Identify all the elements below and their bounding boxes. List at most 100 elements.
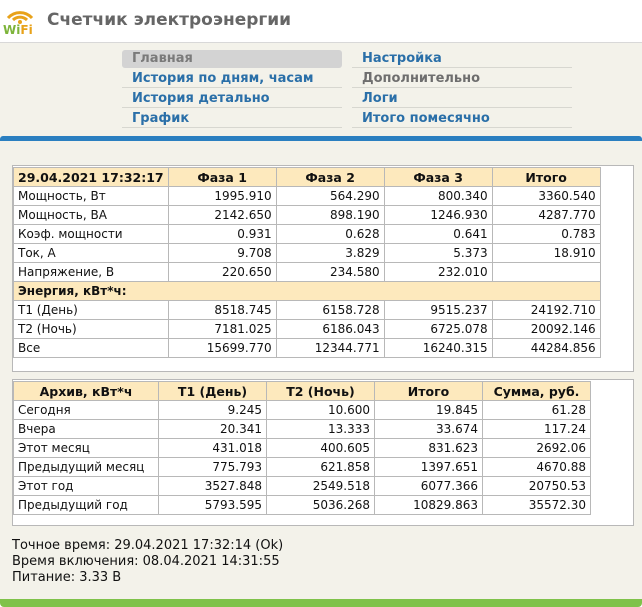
row-label: Этот месяц (13, 438, 159, 458)
nav-item-home[interactable]: Главная (122, 50, 342, 68)
nav-item-monthly-total[interactable]: Итого помесячно (352, 110, 572, 128)
table-row: Мощность, ВА 2142.650 898.190 1246.930 4… (13, 205, 601, 225)
cell-value: 6186.043 (275, 319, 385, 339)
table-row: Этот год 3527.848 2549.518 6077.366 2075… (13, 476, 591, 496)
svg-text:WiFi: WiFi (3, 23, 33, 36)
nav-right-column: Настройка Дополнительно Логи Итого помес… (352, 50, 572, 130)
cell-value: 898.190 (275, 205, 385, 225)
cell-value: 24192.710 (491, 300, 601, 320)
nav-item-history-detailed[interactable]: История детально (122, 90, 342, 108)
table-row: Коэф. мощности 0.931 0.628 0.641 0.783 (13, 224, 601, 244)
row-label: Т2 (Ночь) (13, 319, 169, 339)
cell-value: 6077.366 (374, 476, 483, 496)
cell-value: 564.290 (275, 186, 385, 206)
cell-value: 1995.910 (167, 186, 277, 206)
row-label: Мощность, ВА (13, 205, 169, 225)
cell-value: 800.340 (383, 186, 493, 206)
cell-value: 18.910 (491, 243, 601, 263)
cell-value (491, 262, 601, 282)
cell-value: 5793.595 (158, 495, 267, 515)
table-row: Сегодня 9.245 10.600 19.845 61.28 (13, 400, 591, 420)
archive-total-header: Итого (374, 381, 483, 401)
cell-value: 16240.315 (383, 338, 493, 358)
cell-value: 4670.88 (482, 457, 591, 477)
cell-value: 9.708 (167, 243, 277, 263)
cell-value: 5036.268 (266, 495, 375, 515)
cell-value: 5.373 (383, 243, 493, 263)
nav-item-logs[interactable]: Логи (352, 90, 572, 108)
wifi-logo-icon: WiFi (3, 11, 34, 36)
cell-value: 35572.30 (482, 495, 591, 515)
green-footer-bar (0, 599, 642, 607)
cell-value: 0.931 (167, 224, 277, 244)
row-label: Сегодня (13, 400, 159, 420)
table-row: Напряжение, В 220.650 234.580 232.010 (13, 262, 601, 282)
cell-value: 117.24 (482, 419, 591, 439)
cell-value: 220.650 (167, 262, 277, 282)
cell-value: 19.845 (374, 400, 483, 420)
cell-value: 10.600 (266, 400, 375, 420)
supply-voltage: Питание: 3.33 В (12, 570, 122, 585)
row-label: Предыдущий месяц (13, 457, 159, 477)
row-label: Мощность, Вт (13, 186, 169, 206)
cell-value: 2549.518 (266, 476, 375, 496)
phase2-header: Фаза 2 (275, 167, 385, 187)
phase1-header: Фаза 1 (167, 167, 277, 187)
t2-header: Т2 (Ночь) (266, 381, 375, 401)
row-label: Предыдущий год (13, 495, 159, 515)
phases-header-row: 29.04.2021 17:32:17 Фаза 1 Фаза 2 Фаза 3… (13, 167, 601, 187)
phases-table: 29.04.2021 17:32:17 Фаза 1 Фаза 2 Фаза 3… (13, 167, 601, 358)
archive-header: Архив, кВт*ч (13, 381, 159, 401)
row-label: Все (13, 338, 169, 358)
cell-value: 2692.06 (482, 438, 591, 458)
cell-value: 3527.848 (158, 476, 267, 496)
table-row: Вчера 20.341 13.333 33.674 117.24 (13, 419, 591, 439)
cell-value: 4287.770 (491, 205, 601, 225)
nav-item-graph[interactable]: График (122, 110, 342, 128)
cell-value: 431.018 (158, 438, 267, 458)
nav-panel: Главная История по дням, часам История д… (0, 42, 642, 137)
table-row: Мощность, Вт 1995.910 564.290 800.340 33… (13, 186, 601, 206)
table-row: Предыдущий месяц 775.793 621.858 1397.65… (13, 457, 591, 477)
row-label: Этот год (13, 476, 159, 496)
row-label: Т1 (День) (13, 300, 169, 320)
cell-value: 12344.771 (275, 338, 385, 358)
cell-value: 44284.856 (491, 338, 601, 358)
archive-header-row: Архив, кВт*ч Т1 (День) Т2 (Ночь) Итого С… (13, 381, 591, 401)
archive-table: Архив, кВт*ч Т1 (День) Т2 (Ночь) Итого С… (13, 381, 591, 515)
status-info: Точное время: 29.04.2021 17:32:14 (Ok) В… (12, 538, 283, 586)
cell-value: 9.245 (158, 400, 267, 420)
energy-section-title: Энергия, кВт*ч: (13, 281, 601, 301)
table-row: Предыдущий год 5793.595 5036.268 10829.8… (13, 495, 591, 515)
power-on-time: Время включения: 08.04.2021 14:31:55 (12, 554, 280, 569)
cell-value: 234.580 (275, 262, 385, 282)
t1-header: Т1 (День) (158, 381, 267, 401)
cell-value: 3360.540 (491, 186, 601, 206)
cell-value: 10829.863 (374, 495, 483, 515)
nav-left-column: Главная История по дням, часам История д… (122, 50, 342, 130)
cell-value: 6725.078 (383, 319, 493, 339)
cell-value: 2142.650 (167, 205, 277, 225)
cell-value: 33.674 (374, 419, 483, 439)
table-row: Ток, А 9.708 3.829 5.373 18.910 (13, 243, 601, 263)
table-row: Этот месяц 431.018 400.605 831.623 2692.… (13, 438, 591, 458)
nav-item-history-days-hours[interactable]: История по дням, часам (122, 70, 342, 88)
nav-item-additional[interactable]: Дополнительно (352, 70, 572, 88)
cell-value: 20.341 (158, 419, 267, 439)
total-header: Итого (491, 167, 601, 187)
cell-value: 0.628 (275, 224, 385, 244)
cell-value: 61.28 (482, 400, 591, 420)
nav-item-settings[interactable]: Настройка (352, 50, 572, 68)
cell-value: 15699.770 (167, 338, 277, 358)
cell-value: 3.829 (275, 243, 385, 263)
cell-value: 1397.651 (374, 457, 483, 477)
row-label: Вчера (13, 419, 159, 439)
table-row: Т1 (День) 8518.745 6158.728 9515.237 241… (13, 300, 601, 320)
table-row: Т2 (Ночь) 7181.025 6186.043 6725.078 200… (13, 319, 601, 339)
phases-datetime-header: 29.04.2021 17:32:17 (13, 167, 169, 187)
energy-section-row: Энергия, кВт*ч: (13, 281, 601, 301)
cell-value: 621.858 (266, 457, 375, 477)
cell-value: 400.605 (266, 438, 375, 458)
cell-value: 775.793 (158, 457, 267, 477)
cell-value: 7181.025 (167, 319, 277, 339)
